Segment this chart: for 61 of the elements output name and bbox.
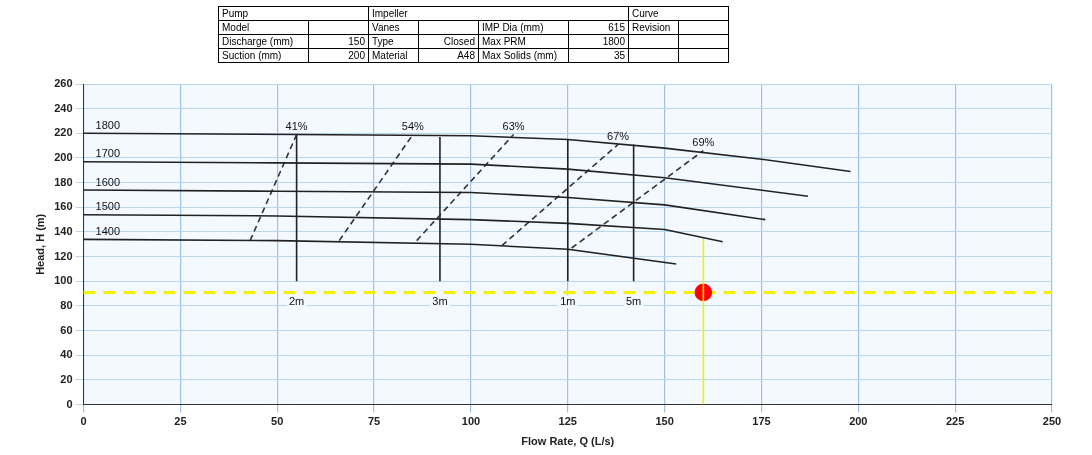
y-tick-label: 160 <box>54 200 73 213</box>
y-tick-label: 0 <box>66 397 73 410</box>
series-label: 54% <box>401 120 425 133</box>
text: Vanes <box>368 20 419 35</box>
y-tick-label: 60 <box>60 323 73 336</box>
text: Pump <box>218 6 369 21</box>
series-label: 1500 <box>95 200 121 213</box>
text: IMP Dia (mm) <box>478 20 569 35</box>
x-tick-label: 175 <box>752 415 771 428</box>
series-label: 69% <box>692 136 715 149</box>
text: Model <box>218 20 309 35</box>
series-label: 1400 <box>95 224 121 237</box>
y-tick-label: 20 <box>60 372 73 385</box>
text: 150 <box>308 34 369 49</box>
series-label: 67% <box>607 129 630 142</box>
x-tick-label: 225 <box>945 415 965 428</box>
y-tick-label: 100 <box>54 274 73 287</box>
text: Suction (mm) <box>218 48 309 63</box>
x-tick-label: 100 <box>461 415 481 428</box>
text: 200 <box>308 48 369 63</box>
y-tick-label: 40 <box>60 348 73 361</box>
y-tick-label: 200 <box>54 151 73 164</box>
x-tick-label: 250 <box>1042 415 1062 428</box>
text: Revision <box>628 20 679 35</box>
text: 35 <box>568 48 629 63</box>
y-tick-label: 80 <box>60 298 73 311</box>
text: Curve <box>628 6 729 21</box>
x-tick-label: 125 <box>558 415 577 428</box>
series-label: 63% <box>502 120 525 133</box>
text: Material <box>368 48 419 63</box>
text: Max Solids (mm) <box>478 48 569 63</box>
text: 1800 <box>568 34 629 49</box>
text: A48 <box>418 48 479 63</box>
x-tick-label: 25 <box>174 415 187 428</box>
x-tick-label: 0 <box>80 415 87 428</box>
text: Discharge (mm) <box>218 34 309 49</box>
series-label: 3m <box>432 294 448 307</box>
text: Type <box>368 34 419 49</box>
text: Closed <box>418 34 479 49</box>
text: Impeller <box>368 6 629 21</box>
series-label: 1m <box>560 294 576 307</box>
x-axis-title: Flow Rate, Q (L/s) <box>521 435 615 448</box>
text: 615 <box>568 20 629 35</box>
x-tick-label: 75 <box>367 415 381 428</box>
series-label: 5m <box>625 294 642 307</box>
series-label: 1800 <box>95 118 121 131</box>
y-tick-label: 240 <box>54 101 73 114</box>
y-axis-title: Head, H (m) <box>33 213 46 275</box>
x-tick-label: 200 <box>849 415 868 428</box>
y-tick-label: 220 <box>54 126 73 139</box>
y-tick-label: 140 <box>54 225 73 237</box>
series-label: 2m <box>288 294 305 307</box>
y-tick-label: 260 <box>54 77 73 90</box>
text: Max PRM <box>478 34 569 49</box>
series-label: 1600 <box>95 175 121 188</box>
x-tick-label: 50 <box>271 415 284 428</box>
y-tick-label: 120 <box>54 249 73 262</box>
series-label: 41% <box>285 120 308 133</box>
x-tick-label: 150 <box>655 415 674 428</box>
y-tick-label: 180 <box>54 175 73 188</box>
series-label: 1700 <box>95 147 121 160</box>
